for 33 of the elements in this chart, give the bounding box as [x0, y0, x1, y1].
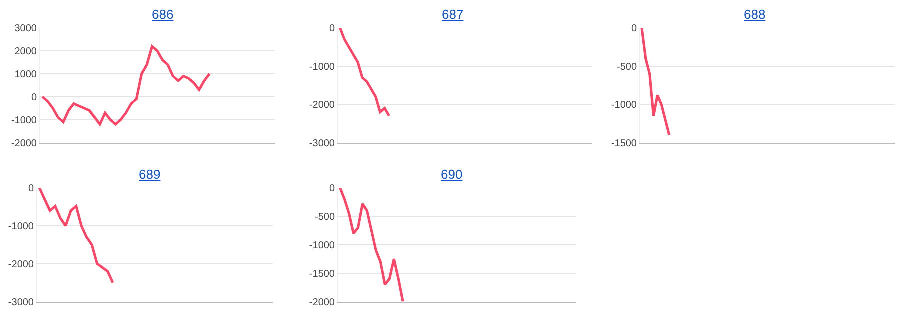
chart-title: 688 — [744, 7, 766, 22]
line-series — [339, 188, 404, 302]
y-tick-label: -3000 — [309, 138, 336, 150]
y-tick-label: -500 — [314, 212, 336, 224]
chart-title: 689 — [139, 167, 161, 182]
chart-title: 690 — [441, 167, 463, 182]
y-tick-label: -1000 — [611, 100, 638, 112]
chart-title: 686 — [152, 7, 174, 22]
y-tick-label: -1500 — [309, 268, 336, 280]
y-tick-label: -1000 — [309, 62, 336, 73]
y-tick-label: -1000 — [8, 221, 34, 232]
y-tick-label: 2000 — [14, 46, 38, 58]
y-tick-label: -1000 — [11, 115, 38, 126]
y-tick-label: 0 — [28, 184, 34, 195]
y-tick-label: 0 — [329, 184, 336, 195]
y-tick-label: -1000 — [309, 240, 336, 252]
y-tick-label: -3000 — [8, 297, 34, 308]
y-tick-label: 3000 — [14, 24, 38, 35]
y-tick-label: -2000 — [11, 138, 38, 150]
y-tick-label: 0 — [31, 92, 38, 104]
y-tick-label: -1500 — [611, 138, 638, 150]
line-series — [38, 188, 114, 284]
line-series — [640, 28, 671, 136]
y-tick-label: -2000 — [309, 297, 336, 308]
y-tick-label: -2000 — [8, 259, 34, 270]
line-series — [41, 45, 211, 126]
y-tick-label: 0 — [329, 24, 336, 35]
y-tick-label: -2000 — [309, 100, 336, 112]
y-tick-label: 1000 — [14, 69, 38, 80]
line-series — [338, 28, 390, 118]
y-tick-label: -500 — [616, 62, 638, 73]
y-tick-label: 0 — [631, 24, 638, 35]
chart-title: 687 — [442, 7, 464, 22]
